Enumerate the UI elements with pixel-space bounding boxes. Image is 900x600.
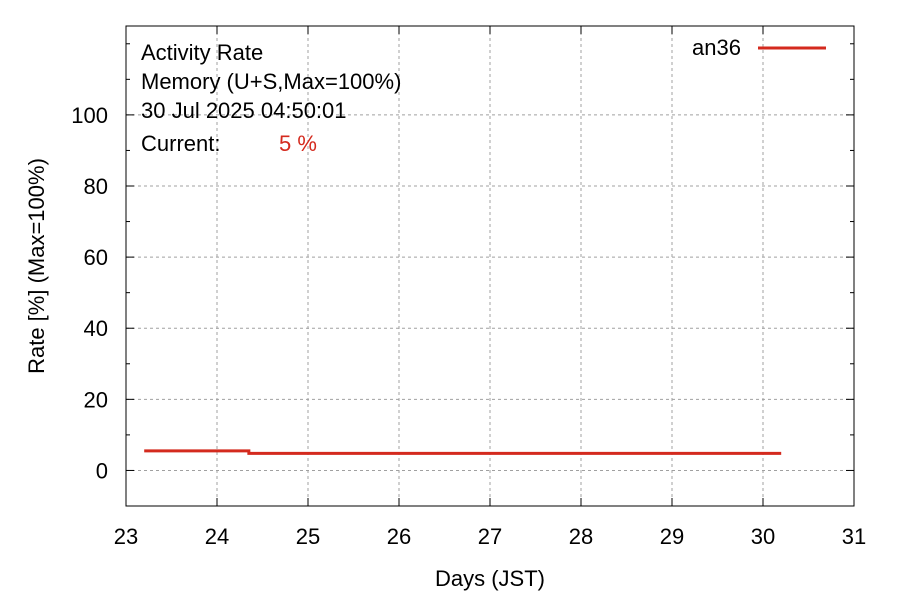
y-tick-label: 0 — [96, 458, 108, 483]
y-tick-label: 100 — [71, 103, 108, 128]
series-line-an36 — [144, 449, 782, 455]
current-label: Current: — [141, 131, 220, 156]
x-tick-label: 23 — [114, 524, 138, 549]
y-axis-label: Rate [%] (Max=100%) — [24, 158, 49, 374]
y-tick-label: 20 — [84, 387, 108, 412]
legend: an36 — [692, 35, 826, 60]
title-line-2: Memory (U+S,Max=100%) — [141, 69, 401, 94]
x-tick-label: 31 — [842, 524, 866, 549]
y-tick-label: 80 — [84, 174, 108, 199]
chart-title: Activity Rate Memory (U+S,Max=100%) 30 J… — [141, 40, 401, 156]
axis-ticks: 23 24 25 26 27 28 29 30 31 0 20 40 60 80 100 — [71, 26, 866, 549]
x-tick-label: 27 — [478, 524, 502, 549]
y-tick-label: 40 — [84, 316, 108, 341]
x-tick-label: 30 — [751, 524, 775, 549]
grid-lines — [126, 26, 854, 506]
y-tick-label: 60 — [84, 245, 108, 270]
x-tick-label: 29 — [660, 524, 684, 549]
x-tick-label: 28 — [569, 524, 593, 549]
x-tick-label: 26 — [387, 524, 411, 549]
legend-entry-label: an36 — [692, 35, 741, 60]
title-line-3: 30 Jul 2025 04:50:01 — [141, 98, 347, 123]
title-line-1: Activity Rate — [141, 40, 263, 65]
series-layer — [144, 449, 782, 455]
current-value: 5 % — [279, 131, 317, 156]
x-axis-label: Days (JST) — [435, 566, 545, 591]
x-tick-label: 25 — [296, 524, 320, 549]
x-tick-label: 24 — [205, 524, 229, 549]
